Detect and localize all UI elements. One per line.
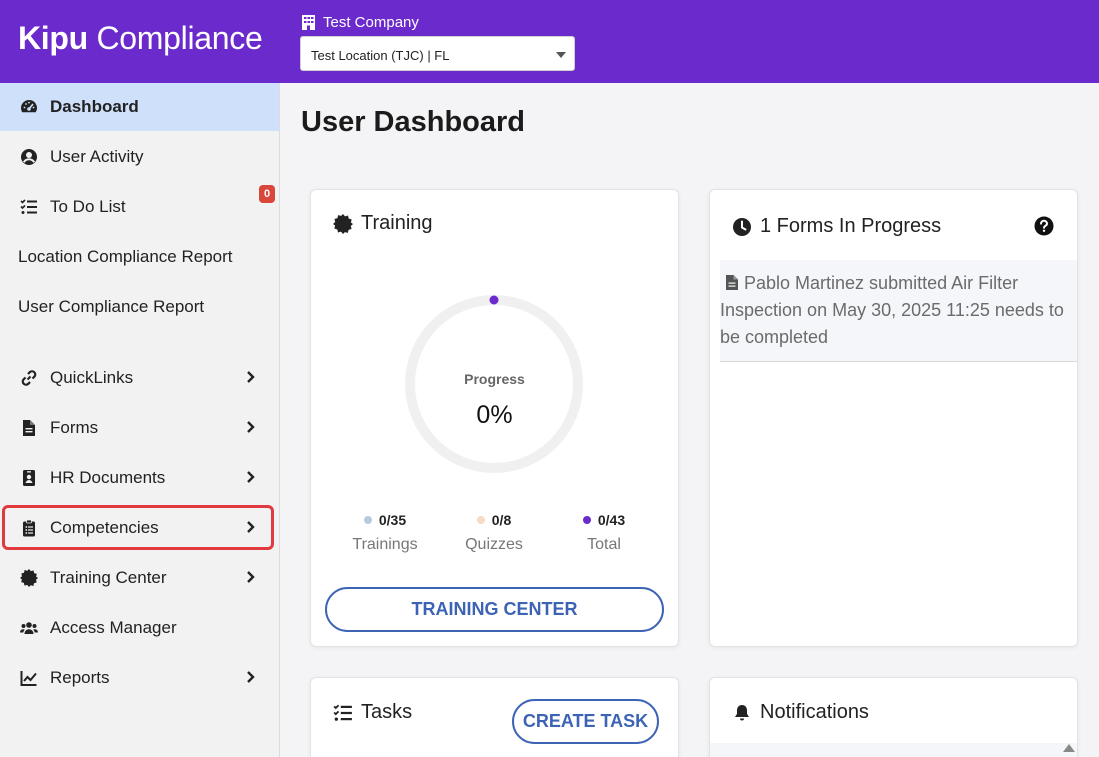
chevron-right-icon — [247, 421, 255, 433]
file-icon — [726, 275, 738, 290]
app-logo[interactable]: Kipu Compliance — [18, 20, 263, 56]
sidebar-item-label: Training Center — [50, 568, 167, 587]
chevron-down-icon — [556, 52, 566, 58]
sidebar-item-reports[interactable]: Reports — [0, 654, 279, 702]
sidebar-item-forms[interactable]: Forms — [0, 404, 279, 452]
user-circle-icon — [21, 149, 37, 165]
chevron-right-icon — [247, 471, 255, 483]
sidebar-item-training-center[interactable]: Training Center — [0, 554, 279, 602]
sidebar-item-label: Forms — [50, 418, 99, 437]
page-title: User Dashboard — [301, 106, 526, 138]
chevron-right-icon — [247, 671, 255, 683]
sidebar-item-label: To Do List — [50, 197, 126, 216]
notifications-list — [710, 743, 1077, 757]
clipboard-list-icon — [23, 519, 35, 537]
link-icon — [21, 370, 37, 386]
chart-line-icon — [20, 671, 37, 686]
create-task-button[interactable]: CREATE TASK — [512, 699, 659, 744]
sidebar-item-label: Competencies — [50, 518, 159, 537]
progress-ring-indicator — [489, 295, 499, 305]
sidebar-item-dashboard[interactable]: Dashboard — [0, 83, 279, 131]
todo-count-badge: 0 — [259, 185, 275, 203]
bell-icon — [735, 704, 749, 720]
training-card: Training Progress 0% 0/35 Trainings 0/8 … — [310, 189, 679, 647]
users-icon — [20, 622, 38, 634]
progress-value: 0% — [476, 401, 513, 429]
sidebar-item-label: Access Manager — [50, 618, 177, 637]
notifications-card: Notifications — [709, 677, 1078, 757]
company-name: Test Company — [302, 14, 419, 31]
certificate-icon — [20, 569, 38, 587]
sidebar-item-label: QuickLinks — [50, 368, 134, 387]
progress-ring — [405, 295, 583, 473]
help-icon[interactable] — [1034, 216, 1054, 236]
location-select[interactable]: Test Location (TJC) | FL — [300, 36, 575, 71]
sidebar-item-competencies[interactable]: Competencies — [0, 504, 279, 552]
competencies-highlight-frame — [2, 505, 274, 550]
forms-card-title: 1 Forms In Progress — [732, 215, 941, 238]
sidebar-item-label: Reports — [50, 668, 110, 687]
chevron-right-icon — [247, 371, 255, 383]
sidebar-item-quicklinks[interactable]: QuickLinks — [0, 354, 279, 402]
progress-label: Progress — [464, 371, 525, 387]
chevron-right-icon — [247, 571, 255, 583]
sidebar-item-hr-documents[interactable]: HR Documents — [0, 454, 279, 502]
training-card-title: Training — [333, 212, 433, 235]
tasks-card: Tasks CREATE TASK — [310, 677, 679, 757]
notifications-card-title: Notifications — [732, 701, 869, 724]
file-icon — [23, 420, 35, 436]
chevron-right-icon — [247, 521, 255, 533]
sidebar-item-location-compliance-report[interactable]: Location Compliance Report — [0, 233, 279, 281]
sidebar-item-label: User Compliance Report — [18, 297, 205, 316]
scroll-up-arrow[interactable] — [1063, 744, 1075, 752]
sidebar: Dashboard User Activity To Do List Locat… — [0, 83, 280, 757]
dashboard-icon — [21, 100, 37, 113]
sidebar-item-user-compliance-report[interactable]: User Compliance Report — [0, 283, 279, 331]
id-badge-icon — [23, 470, 35, 486]
top-bar: Kipu Compliance Test Company Test Locati… — [0, 0, 1099, 83]
stat-total: 0/43 Total — [554, 512, 654, 554]
total-dot — [582, 516, 591, 524]
sidebar-item-label: HR Documents — [50, 468, 166, 487]
quizzes-dot — [476, 516, 485, 524]
building-icon — [302, 15, 315, 30]
stat-trainings: 0/35 Trainings — [352, 512, 418, 553]
sidebar-item-access-manager[interactable]: Access Manager — [0, 604, 279, 652]
tasks-card-title: Tasks — [333, 701, 412, 724]
sidebar-item-user-activity[interactable]: User Activity — [0, 133, 279, 181]
sidebar-item-label: Dashboard — [50, 97, 139, 116]
forms-in-progress-card: 1 Forms In Progress Pablo Martinez submi… — [709, 189, 1078, 647]
checklist-icon — [333, 704, 352, 721]
sidebar-item-label: Location Compliance Report — [18, 247, 233, 266]
sidebar-item-label: User Activity — [50, 147, 144, 166]
sidebar-item-todo-list[interactable]: To Do List — [0, 183, 279, 231]
trainings-dot — [363, 516, 372, 524]
form-in-progress-item[interactable]: Pablo Martinez submitted Air Filter Insp… — [720, 260, 1077, 362]
clock-icon — [733, 217, 751, 236]
certificate-icon — [333, 213, 353, 234]
checklist-icon — [20, 199, 37, 214]
stat-quizzes: 0/8 Quizzes — [465, 512, 523, 553]
training-center-button[interactable]: TRAINING CENTER — [325, 587, 664, 632]
